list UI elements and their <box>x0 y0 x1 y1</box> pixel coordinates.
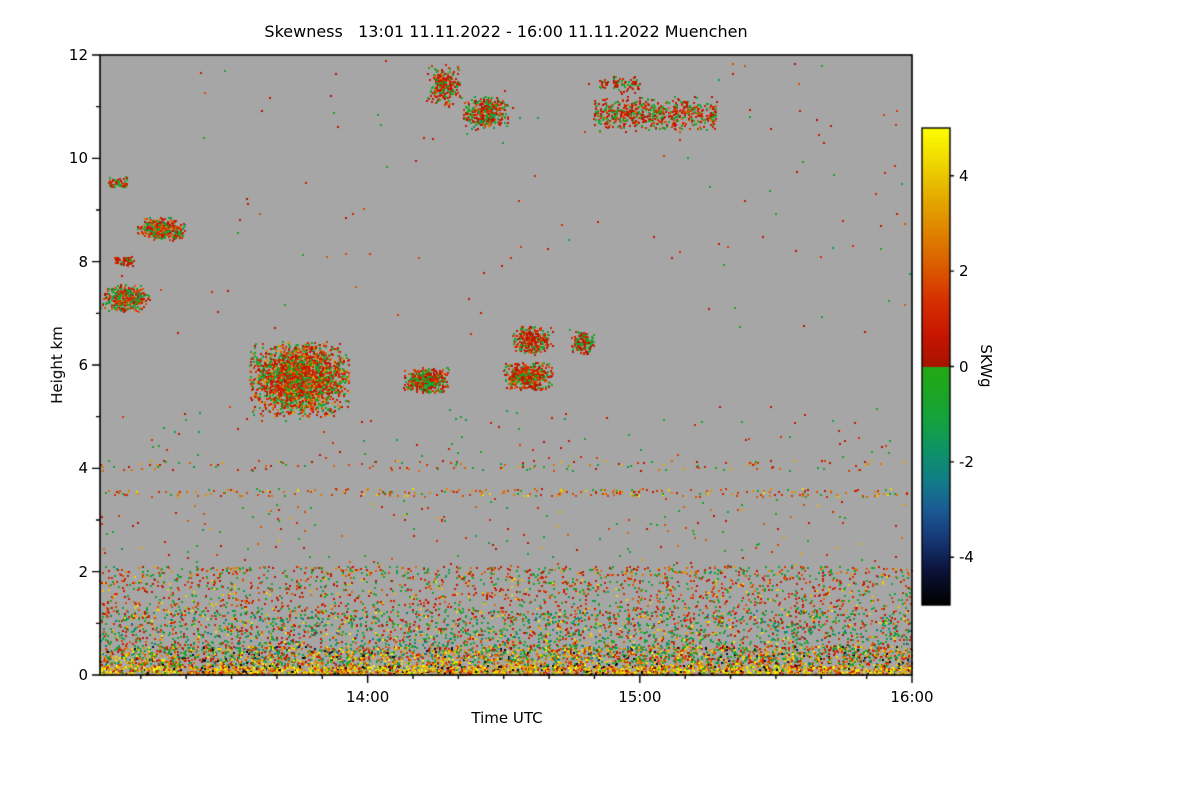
chart-title: Skewness 13:01 11.11.2022 - 16:00 11.11.… <box>264 22 748 41</box>
colorbar-label: SKWg <box>977 344 995 388</box>
x-axis-label: Time UTC <box>471 709 543 727</box>
y-axis-label: Height km <box>48 326 66 404</box>
